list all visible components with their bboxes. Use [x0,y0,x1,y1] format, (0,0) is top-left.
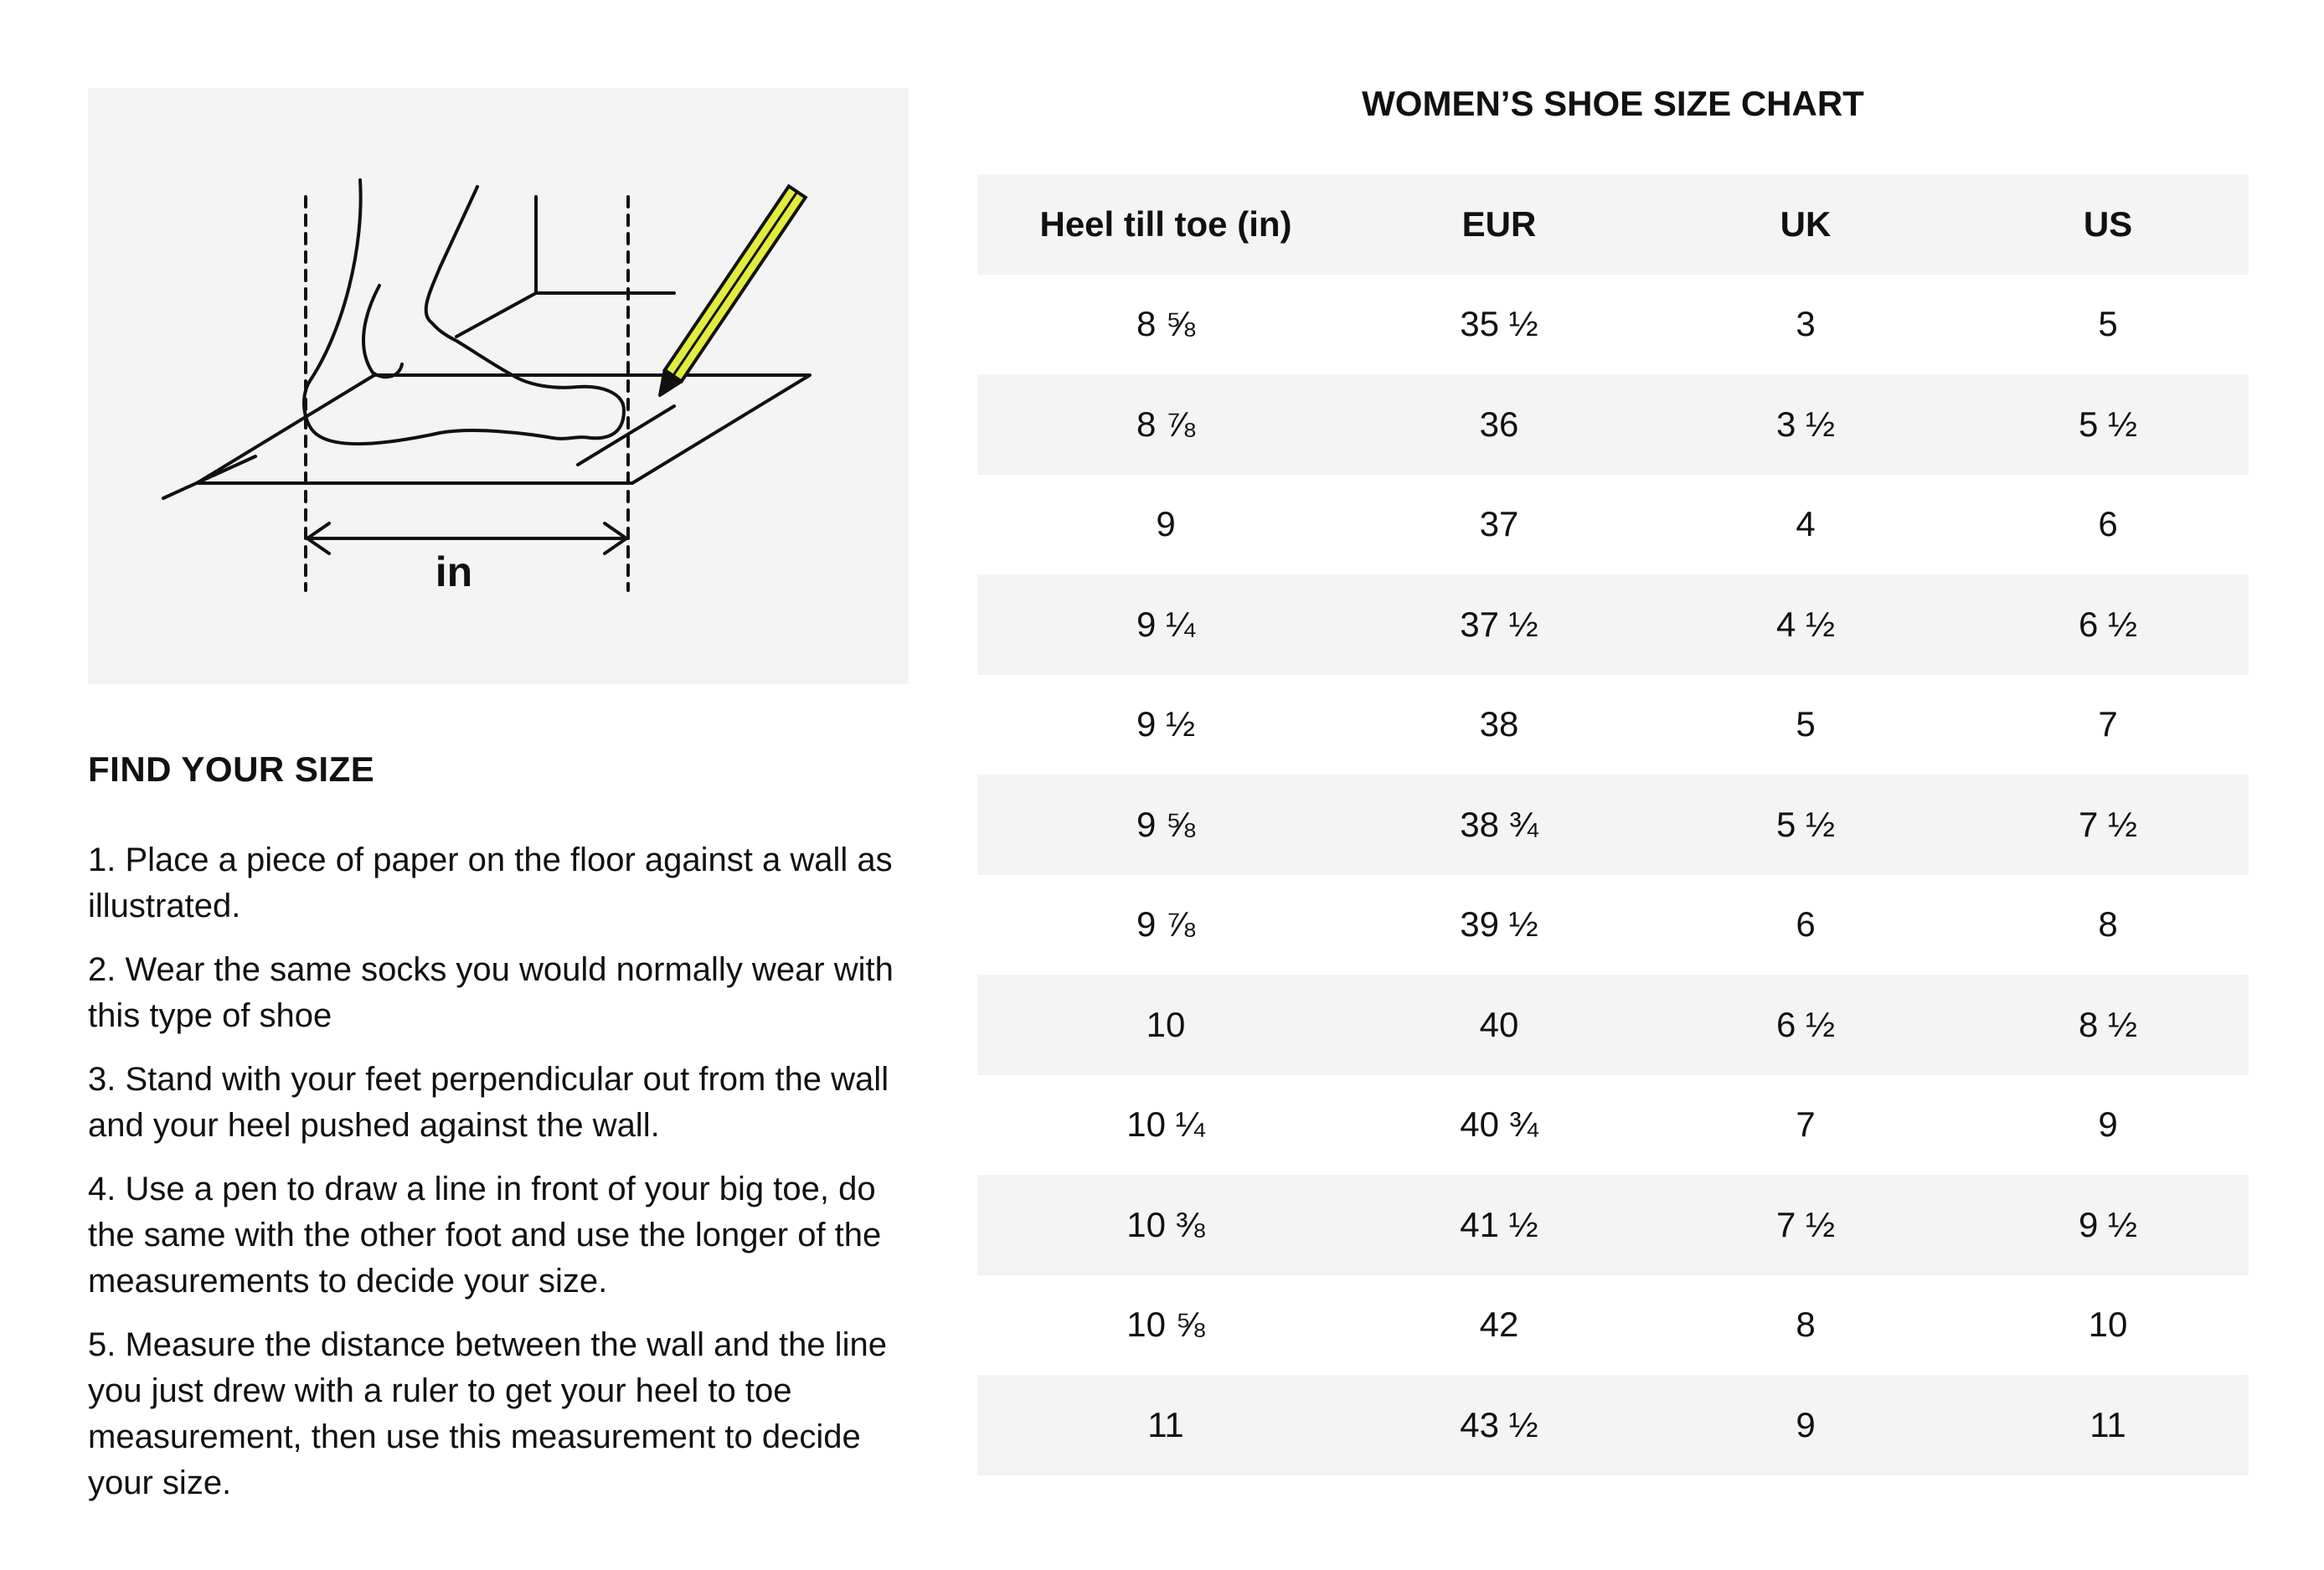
heel-till-toe-cell: 10 ⅜ [1126,1204,1205,1244]
uk-cell: 6 ½ [1775,1004,1836,1044]
instruction-step: 1. Place a piece of paper on the floor a… [88,842,893,924]
uk-cell: 5 ½ [1775,804,1836,844]
us-cell: 6 [2098,504,2118,544]
eur-cell: 37 ½ [1460,604,1538,644]
table-row: 9 ⅞ 39 ½ 6 8 [977,875,2249,975]
eur-cell: 42 [1479,1305,1519,1345]
left-arrowhead-icon [306,522,331,555]
size-chart-title: WOMEN’S SHOE SIZE CHART [1362,84,1864,123]
heel-till-toe-cell: 10 ¼ [1126,1104,1205,1145]
uk-cell: 6 [1796,904,1816,945]
ankle-bone-line [362,284,404,379]
table-row: 9 37 4 6 [977,475,2249,575]
heel-till-toe-cell: 8 ⅞ [1136,404,1196,444]
heel-till-toe-cell: 9 ⅞ [1136,904,1196,945]
uk-cell: 3 [1796,304,1816,344]
uk-cell: 5 [1796,704,1816,744]
table-row: 8 ⅝ 35 ½ 3 5 [977,275,2249,375]
instruction-step: 3. Stand with your feet perpendicular ou… [88,1061,889,1144]
wall-floor-line [455,291,538,338]
uk-cell: 8 [1796,1305,1816,1345]
heel-till-toe-cell: 11 [1147,1404,1184,1444]
us-cell: 6 ½ [2078,604,2138,644]
uk-cell: 9 [1796,1404,1816,1444]
eur-cell: 39 ½ [1460,904,1538,945]
table-row: 10 ¼ 40 ¾ 7 9 [977,1075,2249,1176]
uk-cell: 7 ½ [1775,1204,1836,1244]
eur-cell: 40 [1479,1004,1519,1044]
column-header-uk: UK [1780,203,1832,244]
column-header-us: US [2083,203,2133,244]
us-cell: 9 [2098,1104,2118,1145]
us-cell: 11 [2090,1404,2126,1444]
instruction-step: 4. Use a pen to draw a line in front of … [88,1171,882,1300]
table-row: 8 ⅞ 36 3 ½ 5 ½ [977,374,2249,475]
paper-sheet [195,373,812,485]
us-cell: 8 ½ [2078,1004,2138,1044]
us-cell: 7 ½ [2078,804,2138,844]
table-row: 9 ¼ 37 ½ 4 ½ 6 ½ [977,574,2249,675]
heel-till-toe-cell: 10 ⅝ [1126,1305,1205,1345]
uk-cell: 7 [1796,1104,1816,1145]
table-row: 11 43 ½ 9 11 [977,1375,2249,1475]
us-cell: 7 [2098,704,2118,744]
us-cell: 5 ½ [2078,404,2138,444]
table-row: 10 40 6 ½ 8 ½ [977,975,2249,1075]
pencil-icon [658,183,808,397]
right-arrowhead-icon [603,522,628,555]
pencil-line [576,404,676,466]
instruction-step: 2. Wear the same socks you would normall… [88,951,894,1034]
instruction-steps: 1. Place a piece of paper on the floor a… [88,837,925,1524]
pencil-tip [658,368,683,397]
eur-cell: 38 [1479,704,1519,744]
eur-cell: 36 [1479,404,1519,444]
heel-till-toe-cell: 9 ½ [1136,704,1196,744]
column-header-heel-till-toe: Heel till toe (in) [1039,203,1292,244]
eur-cell: 41 ½ [1460,1204,1538,1244]
table-row: 9 ½ 38 5 7 [977,675,2249,775]
heel-till-toe-cell: 9 [1156,504,1176,544]
uk-cell: 4 [1796,504,1816,544]
table-row: 10 ⅝ 42 8 10 [977,1275,2249,1376]
instruction-step: 5. Measure the distance between the wall… [88,1326,887,1501]
foot-outline [302,178,626,445]
foot-on-paper-diagram: in [162,178,812,595]
eur-cell: 37 [1479,504,1519,544]
us-cell: 10 [2088,1305,2128,1345]
eur-cell: 43 ½ [1460,1404,1538,1444]
heel-till-toe-cell: 10 [1146,1004,1186,1044]
table-row: 9 ⅝ 38 ¾ 5 ½ 7 ½ [977,775,2249,875]
us-cell: 8 [2098,904,2118,945]
heel-till-toe-cell: 8 ⅝ [1136,304,1196,344]
eur-cell: 40 ¾ [1460,1104,1538,1145]
pencil-center-line [672,191,799,377]
uk-cell: 4 ½ [1775,604,1836,644]
measure-unit-label: in [435,548,472,595]
foot-measurement-illustration: in [88,88,909,684]
eur-cell: 38 ¾ [1460,804,1538,844]
heel-till-toe-cell: 9 ⅝ [1136,804,1196,844]
eur-cell: 35 ½ [1460,304,1538,344]
table-row: 10 ⅜ 41 ½ 7 ½ 9 ½ [977,1175,2249,1275]
us-cell: 5 [2098,304,2118,344]
column-header-eur: EUR [1461,203,1537,244]
table-header-row: Heel till toe (in) EUR UK US [977,174,2249,275]
uk-cell: 3 ½ [1775,404,1836,444]
find-your-size-title: FIND YOUR SIZE [88,749,375,789]
us-cell: 9 ½ [2078,1204,2138,1244]
heel-till-toe-cell: 9 ¼ [1136,604,1196,644]
